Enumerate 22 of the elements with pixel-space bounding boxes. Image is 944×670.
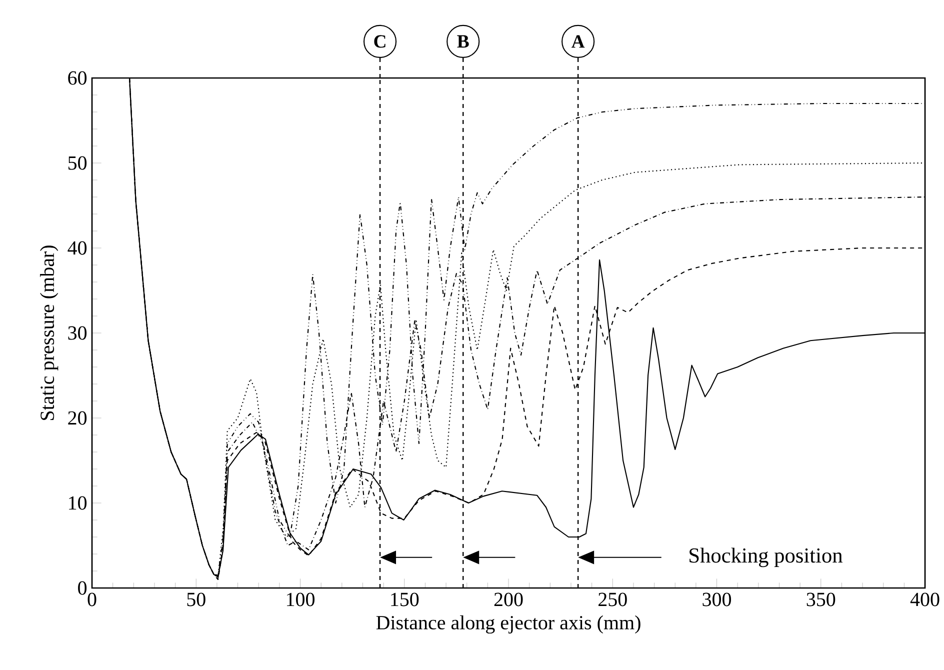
y-tick-label: 50 [68,156,87,170]
x-axis-title: Distance along ejector axis (mm) [376,615,640,634]
x-tick-label: 350 [806,592,836,606]
x-tick-label: 0 [88,592,96,606]
y-tick-label: 30 [68,326,87,340]
x-tick-label: 300 [702,592,732,606]
x-tick-label: 50 [187,592,206,606]
ref-line-label: A [572,35,585,48]
x-tick-label: 200 [494,592,523,606]
y-tick-label: 20 [68,411,87,425]
ref-line-label: C [374,35,386,48]
x-tick-label: 250 [598,592,627,606]
x-tick-label: 100 [287,592,314,606]
y-tick-label: 10 [69,496,87,510]
y-tick-label: 60 [68,71,87,85]
ref-line-label: B [457,35,469,48]
x-tick-label: 150 [391,592,419,606]
x-tick-label: 400 [910,592,940,606]
y-tick-label: 40 [68,241,87,255]
y-tick-label: 0 [78,581,87,595]
annotation: Shocking position [690,548,843,568]
y-axis-title: Static pressure (mbar) [40,246,58,420]
